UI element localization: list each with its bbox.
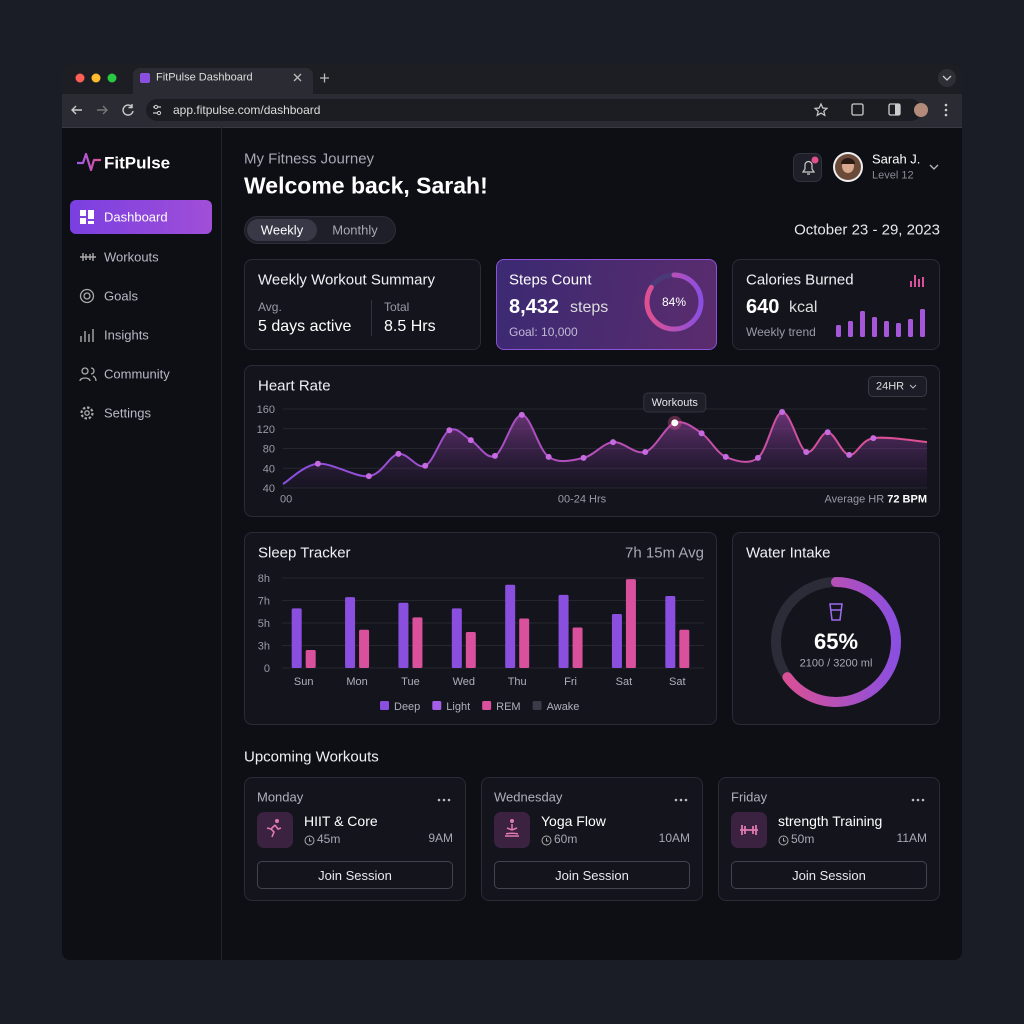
card-title: Steps Count bbox=[509, 271, 592, 289]
workout-day: Friday bbox=[731, 789, 768, 805]
water-percent: 65% bbox=[813, 629, 859, 654]
card-title: Heart Rate bbox=[258, 377, 331, 395]
card-title: Sleep Tracker bbox=[258, 544, 351, 562]
workout-icon bbox=[494, 812, 530, 848]
workout-time: 9AM bbox=[428, 831, 453, 845]
x-axis-label: 00-24 Hrs bbox=[557, 493, 607, 506]
summary-card bbox=[244, 259, 481, 350]
nav-label[interactable]: Settings bbox=[104, 405, 151, 421]
card-title: Weekly Workout Summary bbox=[258, 271, 435, 289]
trend-label: Weekly trend bbox=[746, 325, 816, 339]
nav-label[interactable]: Insights bbox=[104, 327, 149, 343]
workout-duration: 50m bbox=[791, 832, 815, 846]
stat-value: 5 days active bbox=[258, 318, 352, 335]
toggle-option[interactable]: Weekly bbox=[260, 222, 304, 238]
stat-label: Avg. bbox=[258, 300, 282, 314]
workout-name: strength Training bbox=[778, 813, 883, 829]
user-level: Level 12 bbox=[872, 169, 914, 182]
url-field[interactable] bbox=[146, 99, 922, 121]
logo bbox=[77, 152, 101, 172]
more-button[interactable] bbox=[910, 792, 928, 802]
workout-name: Yoga Flow bbox=[541, 813, 606, 829]
url[interactable]: app.fitpulse.com/dashboard bbox=[173, 103, 321, 117]
steps-value: 8,432 bbox=[509, 296, 560, 318]
tab[interactable] bbox=[133, 68, 313, 94]
range-selector[interactable] bbox=[868, 376, 927, 397]
range-selector-label[interactable]: 24HR bbox=[876, 380, 905, 393]
more-button[interactable] bbox=[673, 792, 691, 802]
nav-item[interactable]: Goals bbox=[70, 279, 212, 313]
toggle-active[interactable] bbox=[247, 219, 317, 241]
workout-duration: 60m bbox=[554, 832, 578, 846]
card-title: Calories Burned bbox=[746, 271, 854, 289]
toggle-option[interactable]: Monthly bbox=[332, 222, 378, 238]
workout-day: Wednesday bbox=[494, 789, 563, 805]
nav-item[interactable]: Settings bbox=[70, 396, 212, 430]
user-menu-chevron[interactable] bbox=[928, 162, 940, 172]
workout-duration: 45m bbox=[317, 832, 341, 846]
average-label: Average HR 72 BPM bbox=[824, 493, 927, 506]
date-range: October 23 - 29, 2023 bbox=[794, 221, 940, 239]
stat-value: 8.5 Hrs bbox=[384, 318, 436, 335]
browser-icons bbox=[71, 69, 956, 117]
tab-title[interactable]: FitPulse Dashboard bbox=[156, 71, 253, 84]
avatar[interactable] bbox=[832, 151, 866, 185]
sleep-card bbox=[244, 532, 717, 725]
sleep-average: 7h 15m Avg bbox=[625, 544, 704, 562]
nav-label[interactable]: Community bbox=[104, 366, 170, 382]
join-button[interactable]: Join Session bbox=[494, 861, 690, 889]
calories-unit: kcal bbox=[789, 299, 818, 316]
card-title: Water Intake bbox=[746, 544, 831, 562]
workout-day: Monday bbox=[257, 789, 304, 805]
subtitle: My Fitness Journey bbox=[244, 150, 375, 168]
x-start-label: 00 bbox=[280, 493, 293, 506]
clock-icon bbox=[541, 833, 552, 846]
nav-item[interactable]: Community bbox=[70, 357, 212, 391]
join-button[interactable]: Join Session bbox=[731, 861, 927, 889]
notification-button[interactable] bbox=[793, 153, 822, 182]
join-button[interactable]: Join Session bbox=[257, 861, 453, 889]
more-button[interactable] bbox=[436, 792, 454, 802]
workout-name: HIIT & Core bbox=[304, 813, 378, 829]
workout-time: 10AM bbox=[658, 831, 690, 845]
cup-icon bbox=[829, 603, 843, 621]
stat-label: Total bbox=[384, 300, 410, 314]
nav-item[interactable]: Dashboard bbox=[70, 200, 212, 234]
section-title: Upcoming Workouts bbox=[244, 748, 379, 766]
average-value: 72 BPM bbox=[887, 493, 927, 506]
nav-item[interactable]: Workouts bbox=[70, 240, 212, 274]
workout-time: 11AM bbox=[896, 831, 927, 845]
sidebar bbox=[62, 127, 222, 960]
nav-label[interactable]: Workouts bbox=[104, 249, 159, 265]
divider bbox=[371, 300, 372, 336]
average-label-text: Average HR bbox=[824, 493, 885, 506]
clock-icon bbox=[778, 833, 789, 846]
steps-unit: steps bbox=[570, 299, 609, 316]
nav-label[interactable]: Goals bbox=[104, 288, 138, 304]
water-detail: 2100 / 3200 ml bbox=[799, 657, 873, 670]
range-chevron[interactable] bbox=[908, 382, 918, 392]
calories-value: 640 bbox=[746, 296, 780, 318]
nav-item[interactable]: Insights bbox=[70, 318, 212, 352]
workout-icon bbox=[731, 812, 767, 848]
nav-label[interactable]: Dashboard bbox=[104, 209, 168, 225]
clock-icon bbox=[304, 833, 315, 846]
steps-goal: Goal: 10,000 bbox=[509, 325, 578, 339]
user-name[interactable]: Sarah J. bbox=[872, 151, 921, 167]
calories-icon bbox=[910, 275, 924, 287]
page-title: Welcome back, Sarah! bbox=[244, 172, 488, 199]
workout-icon bbox=[257, 812, 293, 848]
brand: FitPulse bbox=[104, 153, 171, 173]
